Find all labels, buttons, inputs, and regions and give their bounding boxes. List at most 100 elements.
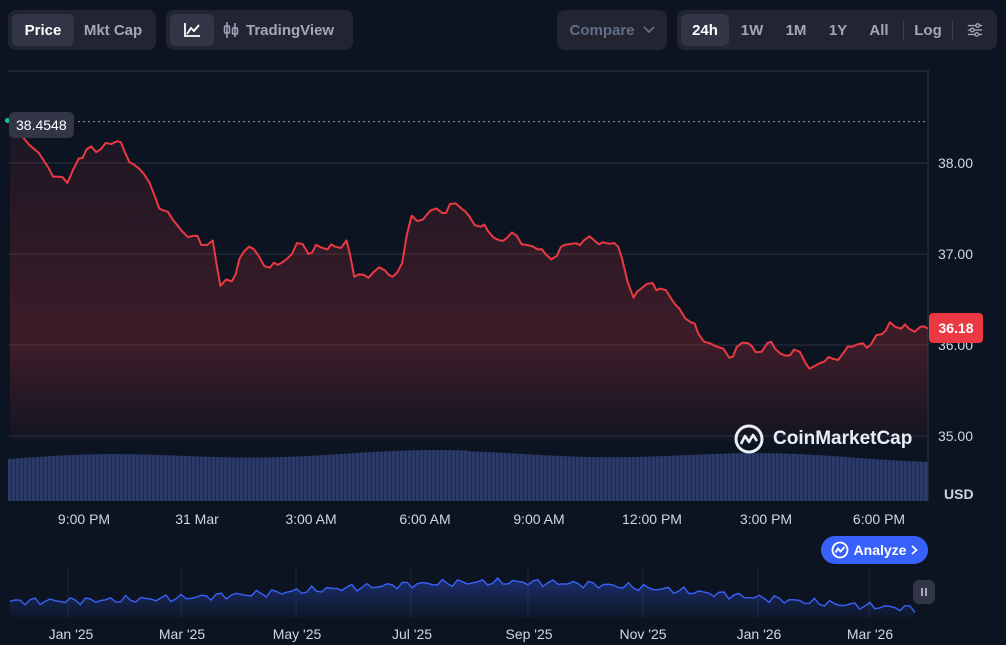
volume-bar	[432, 450, 436, 501]
volume-bar	[436, 450, 440, 501]
metric-toggle: Price Mkt Cap	[8, 10, 156, 50]
volume-bar	[892, 460, 896, 501]
overview-tick-label: May '25	[272, 626, 322, 642]
candlestick-icon	[223, 22, 239, 38]
volume-bar	[368, 452, 372, 501]
volume-bar	[424, 450, 428, 501]
volume-bar	[900, 460, 904, 501]
volume-bar	[204, 456, 208, 501]
overview-tick-label: Mar '26	[846, 626, 894, 642]
volume-bar	[616, 457, 620, 501]
volume-bar	[144, 454, 148, 501]
volume-bar	[348, 453, 352, 501]
volume-bar	[912, 461, 916, 501]
volume-bar	[228, 457, 232, 501]
chevron-down-icon	[642, 26, 655, 34]
tab-mkt-cap[interactable]: Mkt Cap	[83, 21, 143, 39]
volume-bar	[688, 454, 692, 501]
volume-bar	[472, 451, 476, 501]
volume-bar	[904, 461, 908, 501]
compare-dropdown[interactable]: Compare	[557, 10, 667, 50]
volume-bar	[88, 454, 92, 501]
volume-bar	[328, 454, 332, 501]
coinmarketcap-watermark: CoinMarketCap	[733, 423, 912, 455]
volume-bar	[404, 450, 408, 501]
price-chart[interactable]	[8, 70, 929, 501]
volume-bar	[364, 452, 368, 501]
y-tick-label: 38.00	[937, 155, 973, 171]
tradingview-button[interactable]: TradingView	[214, 14, 342, 46]
volume-bar	[420, 450, 424, 501]
volume-bar	[156, 454, 160, 501]
range-24h[interactable]: 24h	[681, 14, 729, 46]
volume-bar	[468, 451, 472, 501]
volume-bar	[656, 456, 660, 501]
volume-bar	[316, 455, 320, 501]
volume-bar	[704, 454, 708, 501]
volume-bar	[572, 456, 576, 501]
navigator-drag-handle[interactable]	[913, 580, 935, 604]
volume-bar	[100, 454, 104, 501]
open-price-label: 38.4548	[9, 112, 74, 138]
volume-bar	[652, 456, 656, 501]
volume-bar	[312, 455, 316, 501]
volume-bar	[780, 453, 784, 501]
chart-settings-button[interactable]	[957, 14, 993, 46]
volume-bar	[188, 456, 192, 501]
volume-bar	[724, 453, 728, 501]
volume-bar	[512, 453, 516, 501]
analyze-button[interactable]: Analyze	[821, 536, 928, 564]
volume-bar	[920, 461, 924, 501]
range-all[interactable]: All	[869, 21, 889, 39]
range-divider	[903, 20, 904, 40]
volume-bar	[800, 454, 804, 501]
volume-bar	[612, 457, 616, 501]
line-chart-button[interactable]	[170, 14, 214, 46]
volume-bar	[76, 454, 80, 501]
time-range-toggle: 24h 1W 1M 1Y All Log	[677, 10, 997, 50]
tab-price[interactable]: Price	[12, 14, 74, 46]
volume-bar	[772, 453, 776, 501]
range-1y[interactable]: 1Y	[828, 21, 848, 39]
coinmarketcap-logo-icon	[734, 424, 764, 454]
volume-bar	[600, 457, 604, 501]
volume-bar	[852, 457, 856, 501]
volume-bar	[244, 457, 248, 501]
volume-bar	[860, 458, 864, 501]
volume-bar	[12, 458, 16, 501]
volume-bar	[52, 455, 56, 501]
volume-bar	[28, 457, 32, 501]
volume-bar	[36, 456, 40, 501]
volume-bar	[92, 454, 96, 501]
volume-bar	[740, 453, 744, 501]
overview-area	[10, 578, 915, 618]
volume-bar	[152, 454, 156, 501]
volume-bar	[880, 459, 884, 501]
volume-bar	[896, 460, 900, 501]
volume-bar	[480, 451, 484, 501]
volume-bar	[516, 453, 520, 501]
volume-bar	[352, 453, 356, 501]
volume-bar	[828, 455, 832, 501]
volume-bar	[672, 455, 676, 501]
volume-bar	[304, 456, 308, 501]
volume-bar	[560, 456, 564, 501]
volume-bar	[280, 457, 284, 501]
volume-bar	[728, 453, 732, 501]
volume-bar	[184, 455, 188, 501]
overview-navigator[interactable]	[8, 568, 927, 618]
range-1m[interactable]: 1M	[785, 21, 807, 39]
log-scale-toggle[interactable]: Log	[914, 21, 942, 39]
range-1w[interactable]: 1W	[740, 21, 764, 39]
volume-bar	[260, 457, 264, 501]
volume-bar	[160, 455, 164, 501]
settings-sliders-icon	[967, 23, 983, 37]
volume-bar	[792, 453, 796, 501]
volume-bar	[628, 457, 632, 501]
volume-bar	[48, 456, 52, 501]
volume-bar	[804, 454, 808, 501]
volume-bar	[568, 456, 572, 501]
volume-bar	[756, 453, 760, 501]
volume-bar	[576, 456, 580, 501]
y-tick-label: 37.00	[937, 246, 973, 262]
